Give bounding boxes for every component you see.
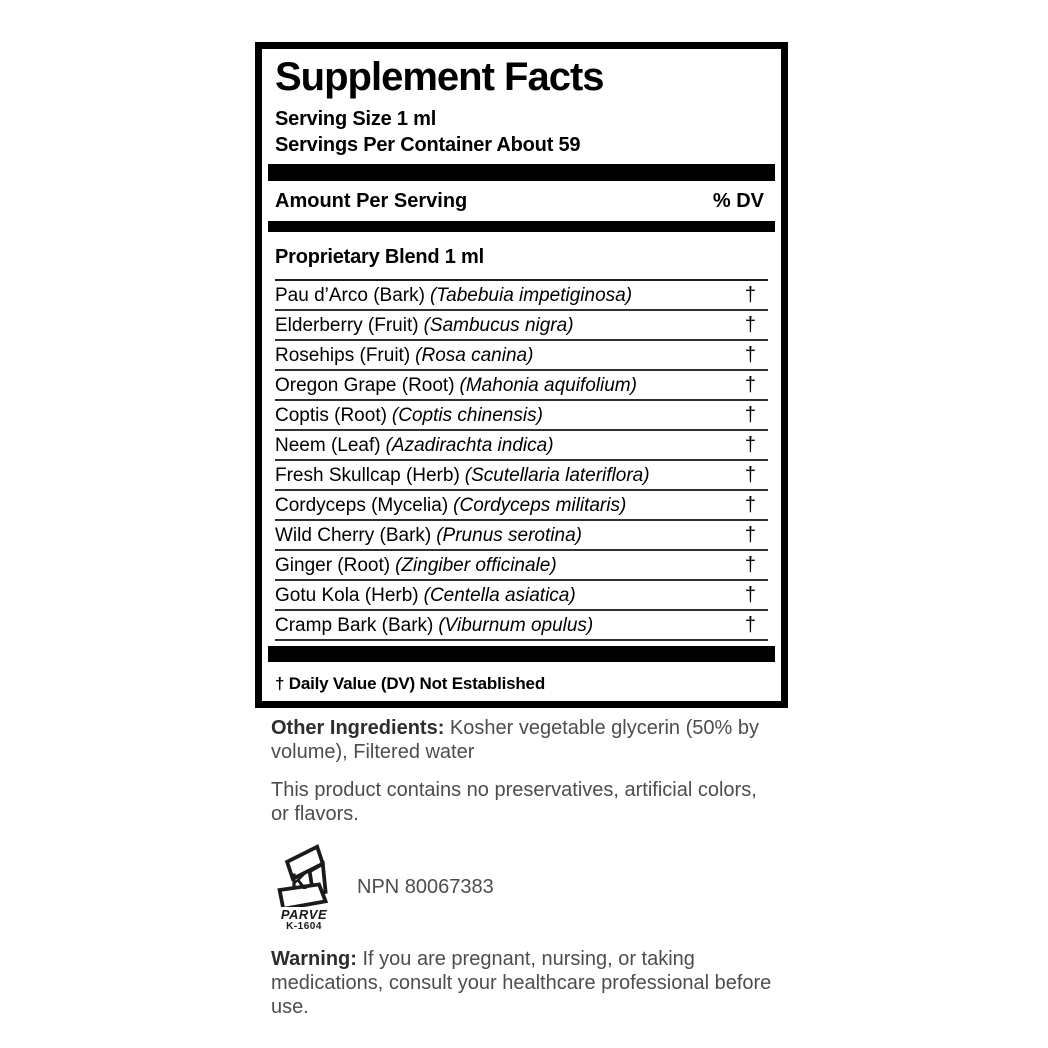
ingredient-row: Wild Cherry (Bark) (Prunus serotina) † [275,521,768,552]
ingredient-latin-name: (Scutellaria lateriflora) [464,465,650,487]
ingredient-row: Oregon Grape (Root) (Mahonia aquifolium) … [275,371,768,402]
warning-paragraph: Warning: If you are pregnant, nursing, o… [271,947,779,1019]
other-ingredients-text: Kosher vegetable glycerin (50% by volume… [271,717,759,763]
ingredient-dv-dagger: † [744,284,756,307]
supplement-facts-panel: Supplement Facts Serving Size 1 ml Servi… [255,42,788,708]
ingredient-latin-name: (Sambucus nigra) [423,315,574,337]
ingredient-dv-dagger: † [744,554,756,577]
supplementary-info: Other Ingredients: Kosher vegetable glyc… [271,716,779,1019]
ingredient-dv-dagger: † [744,464,756,487]
warning-text: If you are pregnant, nursing, or taking … [271,948,772,1018]
serving-size: Serving Size 1 ml [275,108,437,131]
ingredient-row: Rosehips (Fruit) (Rosa canina) † [275,341,768,372]
ingredient-dv-dagger: † [744,614,756,637]
panel-title: Supplement Facts [275,55,605,99]
ingredient-dv-dagger: † [744,314,756,337]
ingredient-name: Pau d’Arco (Bark) [275,285,425,307]
ingredient-dv-dagger: † [744,524,756,547]
ingredient-row: Ginger (Root) (Zingiber officinale) † [275,551,768,582]
servings-per-container: Servings Per Container About 59 [275,134,581,157]
ingredient-dv-dagger: † [744,344,756,367]
ingredient-latin-name: (Prunus serotina) [436,525,582,547]
ingredient-row: Gotu Kola (Herb) (Centella asiatica) † [275,581,768,612]
proprietary-blend-header: Proprietary Blend 1 ml [275,246,484,269]
amount-per-serving-header: Amount Per Serving [275,190,468,213]
ingredient-latin-name: (Cordyceps militaris) [453,495,627,517]
ingredient-name: Ginger (Root) [275,555,391,577]
ingredient-latin-name: (Tabebuia impetiginosa) [429,285,633,307]
ingredient-name: Fresh Skullcap (Herb) [275,465,460,487]
ingredient-latin-name: (Azadirachta indica) [385,435,554,457]
ingredient-name: Elderberry (Fruit) [275,315,419,337]
kosher-parve-seal: K PARVE K-1604 [271,843,337,932]
npn-number: NPN 80067383 [357,876,494,898]
kosher-scroll-k-icon: K [277,843,329,907]
ingredient-row: Neem (Leaf) (Azadirachta indica) † [275,431,768,462]
ingredient-row: Pau d’Arco (Bark) (Tabebuia impetiginosa)… [275,281,768,312]
ingredient-latin-name: (Centella asiatica) [423,585,576,607]
divider-bar-mid [268,221,775,233]
kosher-parve-text: PARVE [280,906,328,922]
ingredient-latin-name: (Rosa canina) [415,345,534,367]
warning-label: Warning: [271,948,357,970]
kosher-k-letter: K [291,869,308,894]
divider-bar-bottom [268,646,775,663]
certification-row: K PARVE K-1604 NPN 80067383 [271,841,779,933]
serving-info: Serving Size 1 ml Servings Per Container… [275,106,768,158]
ingredient-dv-dagger: † [744,434,756,457]
other-ingredients-label: Other Ingredients: [271,717,445,739]
ingredient-name: Oregon Grape (Root) [275,375,455,397]
ingredient-name: Neem (Leaf) [275,435,381,457]
kosher-certificate-number: K-1604 [286,920,322,932]
ingredient-dv-dagger: † [744,374,756,397]
ingredient-table: Pau d’Arco (Bark) (Tabebuia impetiginosa)… [275,279,768,642]
other-ingredients-paragraph: Other Ingredients: Kosher vegetable glyc… [271,716,779,764]
ingredient-row: Elderberry (Fruit) (Sambucus nigra) † [275,311,768,342]
ingredient-row: Fresh Skullcap (Herb) (Scutellaria lateri… [275,461,768,492]
ingredient-row: Coptis (Root) (Coptis chinensis) † [275,401,768,432]
divider-bar-top [268,164,775,182]
amount-per-serving-row: Amount Per Serving % DV [275,190,768,213]
ingredient-name: Coptis (Root) [275,405,387,427]
daily-value-footnote: † Daily Value (DV) Not Established [275,674,545,694]
ingredient-latin-name: (Zingiber officinale) [395,555,557,577]
ingredient-latin-name: (Viburnum opulus) [438,615,594,637]
ingredient-name: Cordyceps (Mycelia) [275,495,449,517]
ingredient-name: Rosehips (Fruit) [275,345,411,367]
ingredient-name: Wild Cherry (Bark) [275,525,432,547]
ingredient-latin-name: (Coptis chinensis) [391,405,543,427]
ingredient-dv-dagger: † [744,404,756,427]
ingredient-name: Cramp Bark (Bark) [275,615,434,637]
ingredient-row: Cordyceps (Mycelia) (Cordyceps militaris)… [275,491,768,522]
no-preservatives-paragraph: This product contains no preservatives, … [271,779,757,825]
ingredient-row: Cramp Bark (Bark) (Viburnum opulus) † [275,611,768,642]
ingredient-dv-dagger: † [744,584,756,607]
ingredient-latin-name: (Mahonia aquifolium) [459,375,637,397]
ingredient-name: Gotu Kola (Herb) [275,585,419,607]
ingredient-dv-dagger: † [744,494,756,517]
percent-dv-header: % DV [712,190,764,213]
